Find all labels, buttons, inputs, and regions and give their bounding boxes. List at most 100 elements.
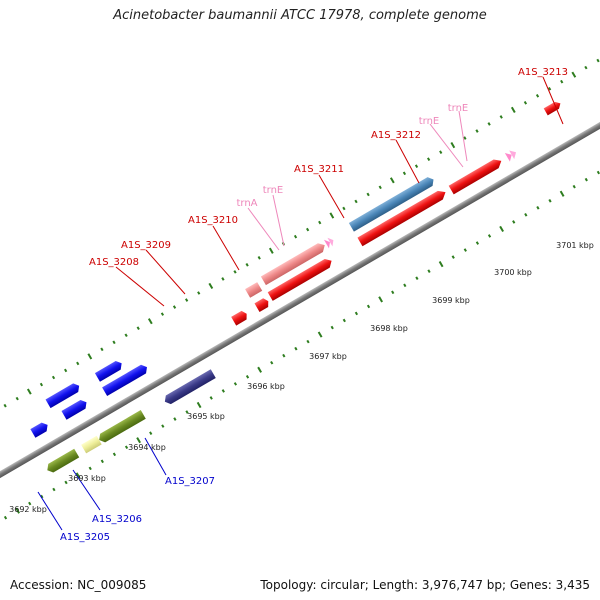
major-tick (438, 261, 444, 268)
gene-trnA-b[interactable] (327, 236, 335, 247)
major-tick (559, 190, 565, 197)
major-tick (196, 401, 202, 409)
minor-tick (39, 382, 44, 387)
minor-tick (160, 312, 165, 316)
gene-label-trnE-2: trnE (448, 103, 469, 114)
minor-tick (548, 198, 552, 203)
scale-label-3699: 3699 kbp (432, 296, 470, 305)
minor-tick (391, 290, 395, 295)
minor-tick (306, 339, 310, 344)
gene-A1S_3210-b[interactable] (267, 256, 334, 301)
gene-trnA-a[interactable] (323, 238, 332, 249)
major-tick (268, 247, 274, 254)
minor-tick (572, 184, 576, 189)
minor-tick (112, 340, 116, 345)
minor-tick (414, 164, 419, 169)
minor-tick (487, 122, 491, 126)
major-tick (329, 212, 335, 219)
gene-A1S_3212[interactable] (448, 157, 504, 195)
gene-A1S_3209-b[interactable] (254, 297, 271, 312)
minor-tick (185, 410, 189, 414)
gene-label-A1S_3208: A1S_3208 (89, 257, 139, 268)
major-tick (26, 388, 32, 395)
minor-tick (221, 389, 225, 393)
minor-tick (463, 136, 467, 140)
scale-label-3693: 3693 kbp (68, 474, 106, 483)
minor-tick (173, 417, 177, 421)
minor-tick (536, 206, 540, 210)
major-tick (208, 282, 214, 290)
gene-A1S_3208[interactable] (231, 309, 249, 326)
gene-trnE-b[interactable] (509, 148, 518, 160)
gene-blue-e[interactable] (94, 359, 124, 382)
major-tick (450, 142, 456, 149)
minor-tick (76, 361, 80, 366)
minor-tick (185, 298, 189, 302)
gene-A1S_3207[interactable] (162, 369, 216, 406)
scale-label-3697: 3697 kbp (309, 352, 347, 361)
minor-tick (233, 270, 237, 274)
gene-blue-a[interactable] (102, 363, 149, 397)
gene-A1S_3211-b[interactable] (357, 188, 448, 247)
gene-blue-c[interactable] (61, 398, 89, 420)
gene-A1S_3209[interactable] (245, 282, 263, 298)
inner-tick-row (3, 170, 600, 520)
gene-label-trnE-1: trnE (419, 116, 440, 127)
topology-text: Topology: circular; Length: 3,976,747 bp… (260, 578, 590, 592)
gene-olive-b[interactable] (45, 448, 80, 475)
scale-label-3700: 3700 kbp (494, 268, 532, 277)
minor-tick (51, 375, 56, 380)
minor-tick (64, 368, 68, 373)
gene-blue-b[interactable] (45, 381, 82, 409)
minor-tick (257, 255, 261, 260)
genome-backbone (0, 86, 600, 514)
major-tick (15, 507, 20, 514)
minor-tick (523, 101, 528, 105)
minor-tick (245, 375, 250, 379)
gene-A1S_3213[interactable] (543, 100, 563, 116)
gene-A1S_3205[interactable] (81, 435, 102, 454)
minor-tick (475, 129, 479, 133)
gene-label-trnE-3: trnE (263, 185, 284, 196)
minor-tick (64, 480, 68, 485)
scale-label-3696: 3696 kbp (247, 382, 285, 391)
gene-A1S_3211[interactable] (348, 175, 436, 232)
minor-tick (366, 192, 370, 197)
minor-tick (88, 466, 92, 471)
outer-tick-row (3, 58, 600, 408)
minor-tick (524, 213, 528, 217)
accession-text: Accession: NC_009085 (10, 578, 147, 592)
gene-label-A1S_3211: A1S_3211 (294, 164, 344, 175)
major-tick (571, 71, 577, 78)
minor-tick (439, 150, 443, 154)
major-tick (499, 225, 504, 233)
minor-tick (112, 452, 117, 457)
minor-tick (354, 199, 358, 204)
minor-tick (161, 424, 165, 428)
minor-tick (402, 171, 407, 176)
minor-tick (282, 353, 286, 358)
scale-label-3694: 3694 kbp (128, 443, 166, 452)
minor-tick (548, 86, 552, 91)
minor-tick (330, 325, 334, 330)
minor-tick (512, 220, 516, 224)
minor-tick (293, 234, 298, 239)
minor-tick (596, 170, 600, 175)
minor-tick (209, 396, 213, 400)
gene-blue-d[interactable] (30, 421, 50, 438)
gene-A1S_3210[interactable] (260, 241, 327, 286)
major-tick (257, 366, 262, 373)
gene-A1S_3206[interactable] (97, 410, 146, 444)
minor-tick (149, 431, 153, 435)
minor-tick (306, 227, 310, 232)
minor-tick (560, 79, 564, 84)
minor-tick (40, 494, 44, 499)
gene-trnE-a[interactable] (504, 150, 514, 162)
minor-tick (100, 459, 104, 464)
scale-label-3701: 3701 kbp (556, 241, 594, 250)
major-tick (510, 106, 516, 113)
minor-tick (245, 263, 249, 267)
minor-tick (427, 269, 431, 273)
minor-tick (3, 403, 7, 408)
